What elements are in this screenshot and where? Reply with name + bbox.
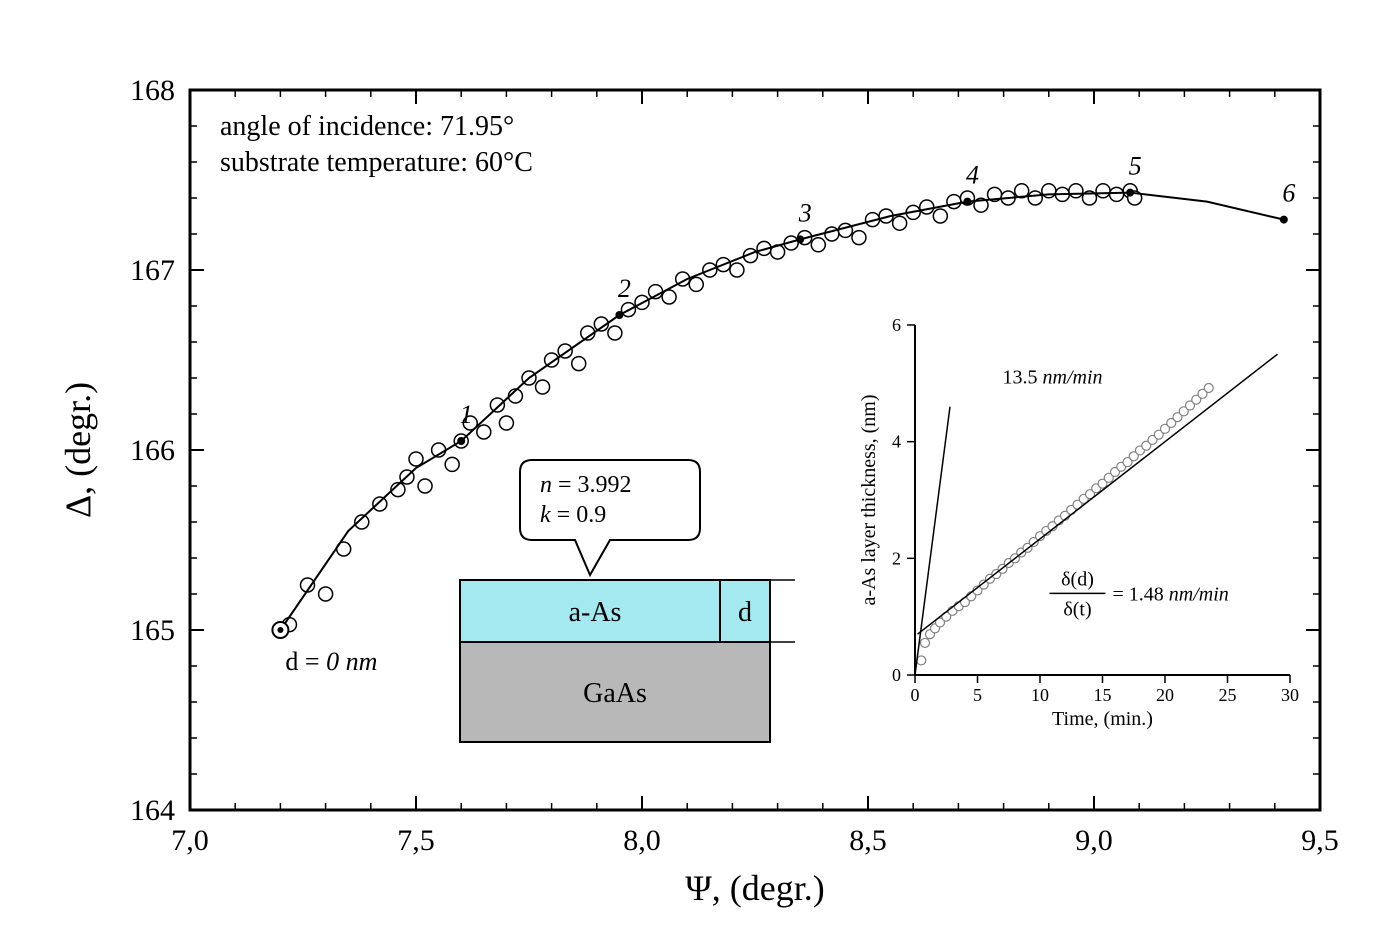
svg-text:10: 10 <box>1031 685 1049 705</box>
svg-text:5: 5 <box>973 685 982 705</box>
chart-container: 7,07,58,08,59,09,5164165166167168Ψ, (deg… <box>20 20 1364 922</box>
svg-text:15: 15 <box>1094 685 1112 705</box>
main-chart-svg: 7,07,58,08,59,09,5164165166167168Ψ, (deg… <box>20 20 1364 922</box>
svg-text:6: 6 <box>1282 179 1295 208</box>
svg-text:5: 5 <box>1129 152 1142 181</box>
svg-text:4: 4 <box>892 432 901 452</box>
svg-text:n = 3.992: n = 3.992 <box>540 472 632 498</box>
svg-text:9,0: 9,0 <box>1075 824 1113 857</box>
svg-text:168: 168 <box>130 74 175 107</box>
svg-text:2: 2 <box>618 274 631 303</box>
svg-text:20: 20 <box>1156 685 1174 705</box>
svg-text:7,5: 7,5 <box>397 824 435 857</box>
svg-text:30: 30 <box>1281 685 1299 705</box>
svg-text:d: d <box>738 597 752 628</box>
svg-text:8,5: 8,5 <box>849 824 887 857</box>
svg-text:166: 166 <box>130 434 175 467</box>
svg-text:Time, (min.): Time, (min.) <box>1052 708 1153 730</box>
svg-text:= 1.48 nm/min: = 1.48 nm/min <box>1113 583 1229 605</box>
svg-text:6: 6 <box>892 315 901 335</box>
svg-text:δ(t): δ(t) <box>1063 598 1091 620</box>
svg-text:8,0: 8,0 <box>623 824 661 857</box>
svg-text:4: 4 <box>966 161 979 190</box>
svg-text:substrate temperature: 60°C: substrate temperature: 60°C <box>220 147 533 178</box>
svg-text:a-As: a-As <box>569 597 622 628</box>
svg-text:Ψ, (degr.): Ψ, (degr.) <box>685 868 825 908</box>
svg-text:167: 167 <box>130 254 175 287</box>
svg-text:d = 0 nm: d = 0 nm <box>285 647 377 676</box>
svg-text:angle of incidence: 71.95°: angle of incidence: 71.95° <box>220 111 514 142</box>
svg-text:165: 165 <box>130 614 175 647</box>
svg-text:9,5: 9,5 <box>1301 824 1339 857</box>
svg-text:7,0: 7,0 <box>171 824 209 857</box>
svg-text:0: 0 <box>911 685 920 705</box>
svg-text:25: 25 <box>1219 685 1237 705</box>
svg-text:Δ, (degr.): Δ, (degr.) <box>58 382 98 518</box>
svg-text:1: 1 <box>460 400 473 429</box>
svg-text:GaAs: GaAs <box>583 678 647 709</box>
svg-text:0: 0 <box>892 665 901 685</box>
svg-text:3: 3 <box>798 198 812 227</box>
svg-text:164: 164 <box>130 794 175 827</box>
svg-text:δ(d): δ(d) <box>1061 568 1094 590</box>
svg-text:13.5 nm/min: 13.5 nm/min <box>1003 366 1103 388</box>
svg-text:2: 2 <box>892 548 901 568</box>
svg-text:a-As layer thickness, (nm): a-As layer thickness, (nm) <box>858 394 880 605</box>
svg-text:k = 0.9: k = 0.9 <box>540 502 606 528</box>
